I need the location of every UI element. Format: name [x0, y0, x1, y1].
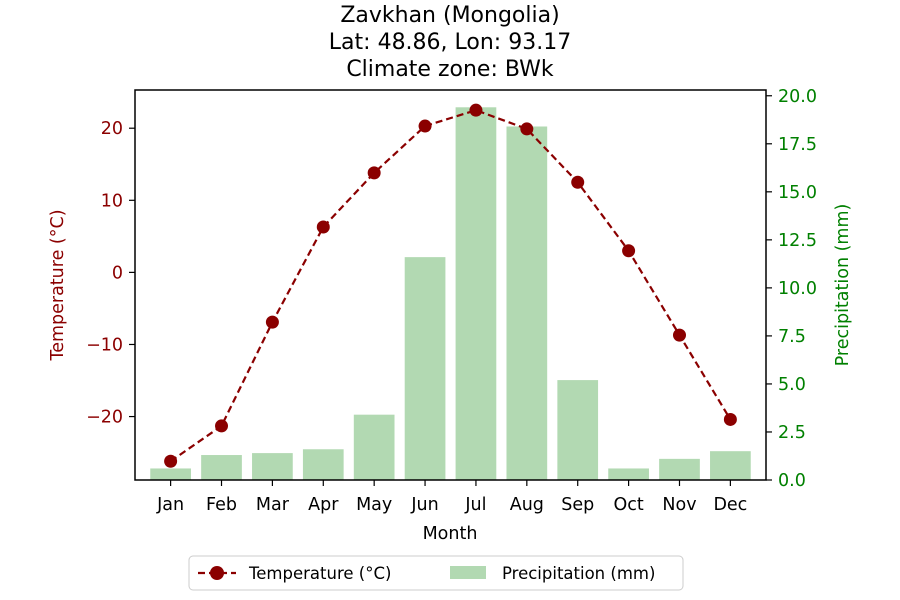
x-tick-label-jul: Jul — [464, 495, 486, 515]
temperature-point-jun — [418, 119, 432, 133]
right-tick-label: 20.0 — [778, 87, 817, 107]
legend-box — [188, 555, 684, 591]
right-tick-label: 10.0 — [778, 279, 817, 299]
x-tick-label-apr: Apr — [308, 495, 339, 515]
right-axis-ticks: 0.0 2.5 5.0 7.5 10.0 12.5 15.0 17.5 20.0 — [766, 87, 817, 491]
x-tick-label-dec: Dec — [713, 495, 747, 515]
temperature-point-jul — [469, 103, 483, 117]
plot-frame — [134, 89, 767, 481]
temperature-point-nov — [672, 328, 686, 342]
x-axis-label: Month — [423, 524, 478, 544]
title-line-coordinates: Lat: 48.86, Lon: 93.17 — [329, 30, 571, 55]
precipitation-bar-dec — [710, 451, 751, 480]
precipitation-bar-apr — [302, 449, 344, 480]
right-tick-label: 0.0 — [778, 471, 806, 491]
temperature-point-feb — [215, 419, 229, 433]
x-tick-label-aug: Aug — [510, 495, 544, 515]
left-tick-label: 20 — [101, 119, 123, 139]
right-tick-label: 5.0 — [778, 375, 806, 395]
right-tick-label: 2.5 — [778, 423, 806, 443]
precipitation-bar-sep — [557, 380, 599, 480]
x-tick-label-sep: Sep — [561, 495, 594, 515]
temperature-point-sep — [571, 175, 585, 189]
left-tick-label: −10 — [86, 335, 123, 355]
left-tick-label: −20 — [86, 408, 123, 428]
precipitation-bar-nov — [659, 458, 700, 480]
precipitation-bar-jan — [150, 468, 191, 480]
x-tick-label-nov: Nov — [662, 495, 696, 515]
x-tick-label-feb: Feb — [206, 495, 237, 515]
legend: Temperature (°C) Precipitation (mm) — [188, 555, 684, 591]
title-line-climate-zone: Climate zone: BWk — [346, 57, 554, 82]
precipitation-bar-jul — [455, 107, 497, 480]
legend-temperature-marker — [210, 566, 224, 580]
right-tick-label: 15.0 — [778, 183, 817, 203]
temperature-point-may — [367, 166, 381, 180]
right-axis-label: Precipitation (mm) — [833, 204, 853, 367]
chart-title: Zavkhan (Mongolia) Lat: 48.86, Lon: 93.1… — [329, 3, 571, 82]
x-tick-label-mar: Mar — [256, 495, 290, 515]
precipitation-bar-oct — [608, 468, 649, 480]
left-tick-label: 0 — [112, 263, 123, 283]
precipitation-bar-feb — [201, 455, 242, 480]
temperature-line — [169, 109, 732, 463]
precipitation-bar-mar — [252, 453, 293, 480]
right-tick-label: 12.5 — [778, 231, 817, 251]
x-tick-label-oct: Oct — [613, 495, 643, 515]
x-axis-ticks: Jan Feb Mar Apr May Jun Jul Aug Sep Oct Nov Dec — [156, 480, 747, 515]
legend-precipitation-swatch — [450, 566, 486, 579]
temperature-point-aug — [520, 122, 534, 136]
x-tick-label-may: May — [356, 495, 392, 515]
temperature-point-oct — [622, 244, 636, 258]
temperature-series — [164, 103, 737, 468]
precipitation-bar-may — [353, 414, 395, 480]
precipitation-bar-aug — [506, 126, 548, 480]
x-tick-label-jan: Jan — [156, 495, 184, 515]
left-axis-label: Temperature (°C) — [48, 209, 68, 361]
x-tick-label-jun: Jun — [410, 495, 438, 515]
temperature-point-apr — [316, 220, 330, 234]
right-tick-label: 17.5 — [778, 135, 817, 155]
left-axis-ticks: −20 −10 0 10 20 — [86, 119, 135, 428]
title-line-location: Zavkhan (Mongolia) — [340, 3, 559, 28]
precipitation-bar-jun — [404, 257, 446, 480]
temperature-point-jan — [164, 454, 178, 468]
legend-precipitation-label: Precipitation (mm) — [502, 564, 655, 583]
precipitation-bars — [150, 107, 751, 480]
legend-temperature-label: Temperature (°C) — [248, 564, 391, 583]
left-tick-label: 10 — [101, 191, 123, 211]
temperature-point-dec — [723, 412, 737, 426]
right-tick-label: 7.5 — [778, 327, 806, 347]
temperature-point-mar — [265, 315, 279, 329]
